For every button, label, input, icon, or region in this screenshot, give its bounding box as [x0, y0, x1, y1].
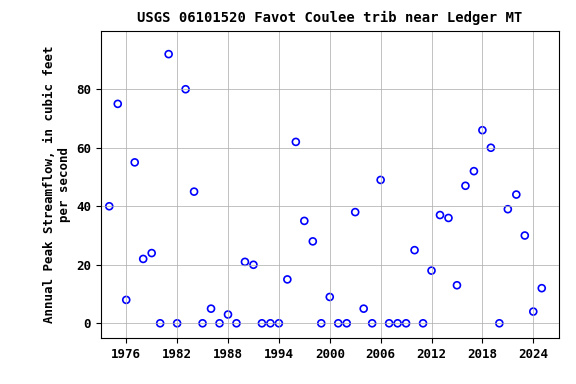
Point: [529, 308, 538, 314]
Point: [308, 238, 317, 245]
Point: [113, 101, 122, 107]
Point: [461, 183, 470, 189]
Point: [240, 259, 249, 265]
Point: [147, 250, 156, 256]
Point: [223, 311, 233, 318]
Title: USGS 06101520 Favot Coulee trib near Ledger MT: USGS 06101520 Favot Coulee trib near Led…: [137, 11, 522, 25]
Point: [385, 320, 394, 326]
Point: [469, 168, 479, 174]
Point: [520, 232, 529, 238]
Point: [452, 282, 461, 288]
Point: [410, 247, 419, 253]
Point: [181, 86, 190, 92]
Point: [427, 268, 436, 274]
Point: [511, 192, 521, 198]
Point: [232, 320, 241, 326]
Point: [266, 320, 275, 326]
Point: [198, 320, 207, 326]
Point: [283, 276, 292, 283]
Point: [317, 320, 326, 326]
Point: [156, 320, 165, 326]
Point: [435, 212, 445, 218]
Point: [122, 297, 131, 303]
Point: [495, 320, 504, 326]
Point: [367, 320, 377, 326]
Y-axis label: Annual Peak Streamflow, in cubic feet
per second: Annual Peak Streamflow, in cubic feet pe…: [43, 46, 70, 323]
Point: [334, 320, 343, 326]
Point: [139, 256, 148, 262]
Point: [342, 320, 351, 326]
Point: [274, 320, 283, 326]
Point: [376, 177, 385, 183]
Point: [300, 218, 309, 224]
Point: [393, 320, 402, 326]
Point: [172, 320, 181, 326]
Point: [503, 206, 513, 212]
Point: [537, 285, 547, 291]
Point: [105, 203, 114, 209]
Point: [249, 262, 258, 268]
Point: [418, 320, 427, 326]
Point: [130, 159, 139, 166]
Point: [444, 215, 453, 221]
Point: [206, 306, 215, 312]
Point: [478, 127, 487, 133]
Point: [359, 306, 368, 312]
Point: [190, 189, 199, 195]
Point: [257, 320, 267, 326]
Point: [486, 145, 495, 151]
Point: [215, 320, 224, 326]
Point: [291, 139, 301, 145]
Point: [351, 209, 360, 215]
Point: [325, 294, 334, 300]
Point: [401, 320, 411, 326]
Point: [164, 51, 173, 57]
